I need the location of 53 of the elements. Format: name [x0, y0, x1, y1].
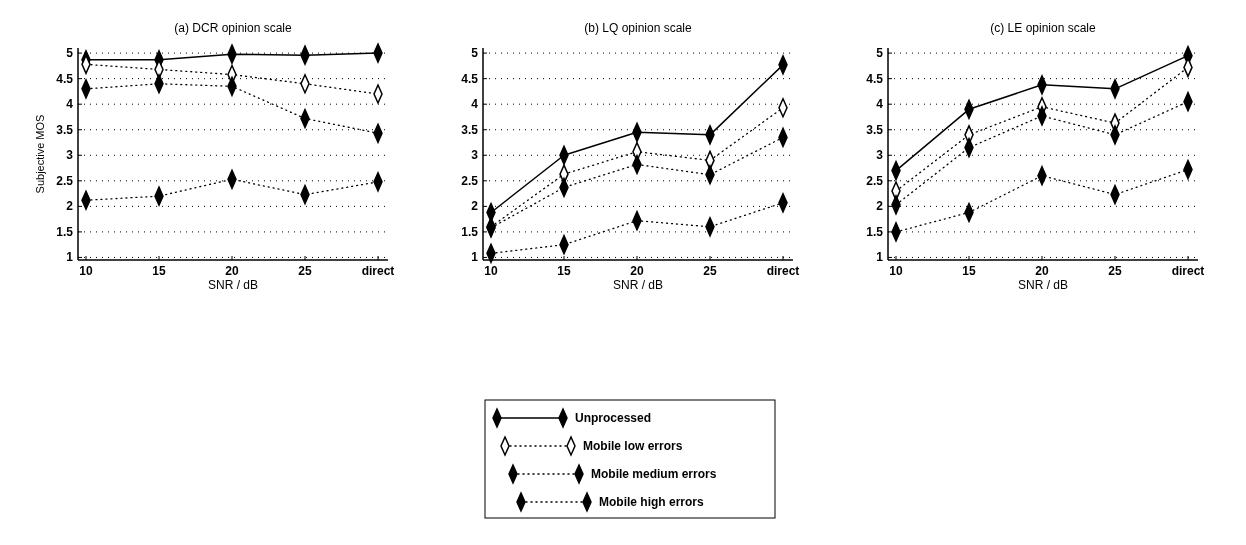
y-tick-label: 2.5 [866, 173, 884, 188]
chart-title: (c) LE opinion scale [990, 21, 1097, 35]
chart-title: (a) DCR opinion scale [174, 21, 293, 35]
y-tick-label: 3.5 [56, 122, 74, 137]
y-tick-label: 1 [66, 250, 74, 265]
y-tick-label: 2 [66, 199, 74, 214]
y-tick-label: 2 [471, 199, 479, 214]
x-tick-label: 15 [557, 264, 571, 278]
legend-label: Mobile medium errors [591, 467, 717, 481]
y-tick-label: 3 [471, 148, 479, 163]
x-tick-label: 20 [630, 264, 644, 278]
legend-label: Unprocessed [575, 411, 652, 425]
y-tick-label: 1.5 [56, 224, 74, 239]
y-tick-label: 4.5 [461, 71, 479, 86]
x-tick-label: 20 [1035, 264, 1049, 278]
y-tick-label: 5 [471, 46, 479, 61]
x-tick-label: 10 [889, 264, 903, 278]
x-tick-label: direct [361, 264, 395, 278]
x-tick-label: direct [1171, 264, 1205, 278]
y-tick-label: 2.5 [56, 173, 74, 188]
x-tick-label: 20 [225, 264, 239, 278]
x-tick-label: 15 [152, 264, 166, 278]
x-tick-label: 25 [298, 264, 312, 278]
y-tick-label: 2 [876, 199, 884, 214]
y-tick-label: 5 [876, 46, 884, 61]
y-tick-label: 4 [471, 97, 479, 112]
y-tick-label: 1.5 [866, 224, 884, 239]
y-tick-label: 3.5 [461, 122, 479, 137]
y-tick-label: 2.5 [461, 173, 479, 188]
y-tick-label: 1.5 [461, 224, 479, 239]
y-tick-label: 4 [66, 97, 74, 112]
x-axis-title: SNR / dB [207, 278, 259, 292]
y-tick-label: 3 [66, 148, 74, 163]
y-tick-label: 4.5 [56, 71, 74, 86]
x-tick-label: 10 [484, 264, 498, 278]
chart-title: (b) LQ opinion scale [584, 21, 693, 35]
x-tick-label: 25 [1108, 264, 1122, 278]
y-tick-label: 4.5 [866, 71, 884, 86]
legend-label: Mobile high errors [599, 495, 704, 509]
x-tick-label: 15 [962, 264, 976, 278]
y-axis-title: Subjective MOS [34, 114, 46, 194]
y-tick-label: 1 [471, 250, 479, 265]
y-tick-label: 4 [876, 97, 884, 112]
legend-label: Mobile low errors [583, 439, 683, 453]
y-tick-label: 5 [66, 46, 74, 61]
x-axis-title: SNR / dB [612, 278, 664, 292]
y-tick-label: 1 [876, 250, 884, 265]
y-tick-label: 3 [876, 148, 884, 163]
y-tick-label: 3.5 [866, 122, 884, 137]
x-axis-title: SNR / dB [1017, 278, 1069, 292]
x-tick-label: 10 [79, 264, 93, 278]
x-tick-label: 25 [703, 264, 717, 278]
x-tick-label: direct [766, 264, 800, 278]
